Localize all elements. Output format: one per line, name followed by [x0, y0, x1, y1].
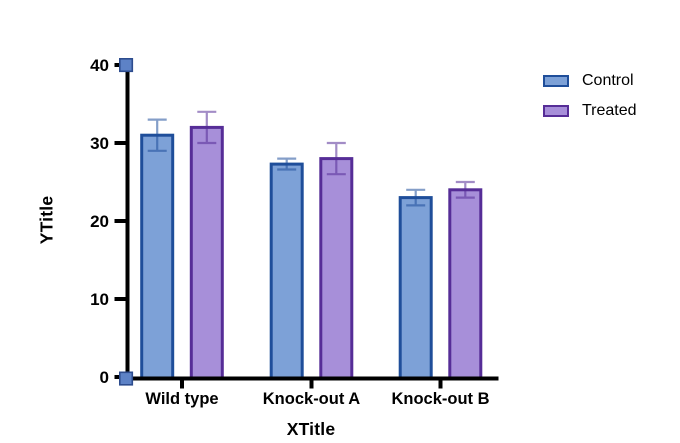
bar-treated-knock-out-a[interactable] — [319, 157, 354, 381]
y-tick-label-0: 0 — [100, 368, 109, 387]
y-tick-label-10: 10 — [90, 290, 109, 309]
x-tick-knock-out-b — [438, 380, 443, 389]
selection-handle-origin[interactable] — [119, 371, 134, 386]
legend-item-control[interactable]: Control — [543, 72, 637, 90]
x-category-label-knock-out-a: Knock-out A — [263, 390, 361, 408]
x-category-label-wild-type: Wild type — [145, 390, 218, 408]
bar-control-knock-out-a[interactable] — [269, 162, 304, 381]
y-axis-title: YTitle — [36, 195, 57, 245]
x-tick-knock-out-a — [309, 380, 314, 389]
y-tick-label-30: 30 — [90, 134, 109, 153]
x-axis-line — [125, 376, 499, 381]
legend-label-control: Control — [582, 72, 634, 89]
error-bar-treated-knock-out-b — [455, 180, 475, 199]
legend-label-treated: Treated — [582, 102, 637, 119]
bar-treated-knock-out-b[interactable] — [448, 188, 483, 381]
legend-item-treated[interactable]: Treated — [543, 102, 637, 120]
x-category-label-knock-out-b: Knock-out B — [391, 390, 489, 408]
x-axis-title: XTitle — [286, 419, 336, 439]
y-axis-line — [125, 63, 130, 381]
legend-swatch-treated — [543, 105, 569, 117]
x-tick-wild-type — [180, 380, 184, 389]
y-tick-label-20: 20 — [90, 212, 109, 231]
error-bar-treated-wild-type — [197, 110, 217, 145]
bar-treated-wild-type[interactable] — [189, 125, 224, 381]
error-bar-control-knock-out-b — [406, 188, 426, 207]
bar-control-knock-out-b[interactable] — [398, 196, 433, 381]
y-tick-30 — [114, 141, 126, 145]
y-tick-20 — [114, 219, 126, 223]
error-bar-control-wild-type — [147, 118, 167, 152]
error-bar-control-knock-out-a — [277, 157, 297, 171]
error-bar-treated-knock-out-a — [326, 141, 346, 176]
y-tick-label-40: 40 — [90, 56, 109, 75]
bar-control-wild-type[interactable] — [140, 133, 175, 381]
legend: Control Treated — [543, 72, 637, 120]
selection-handle-axis-top[interactable] — [119, 57, 134, 73]
legend-swatch-control — [543, 75, 569, 87]
y-tick-10 — [114, 297, 126, 301]
